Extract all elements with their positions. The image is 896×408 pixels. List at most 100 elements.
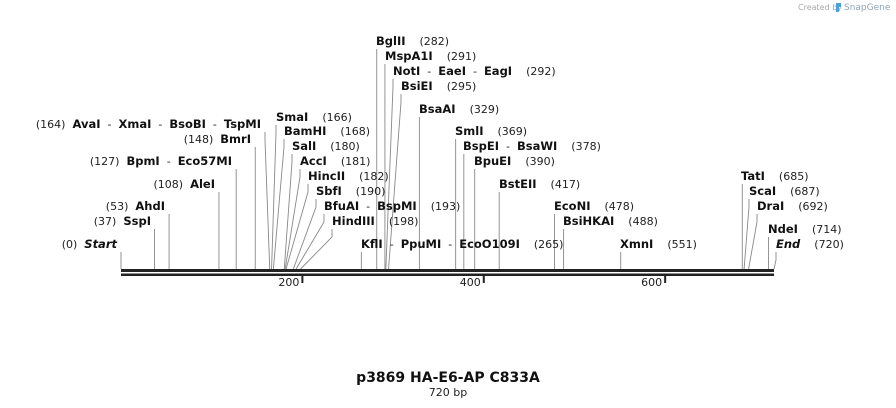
cut-site-label[interactable]: EcoNI (478) — [554, 199, 634, 213]
enzyme-name: MspA1I — [385, 49, 433, 63]
cut-position: (390) — [525, 155, 555, 168]
map-title: p3869 HA-E6-AP C833A — [356, 370, 540, 386]
cut-site-label[interactable]: BpuEI (390) — [474, 154, 555, 168]
separator: - — [101, 118, 119, 131]
cut-site-label[interactable]: (37) SspI — [94, 214, 151, 228]
cut-site-label[interactable]: BamHI (168) — [284, 124, 370, 138]
enzyme-name: PpuMI — [401, 237, 442, 251]
cut-position: (265) — [534, 238, 564, 251]
cut-site-label[interactable]: SmlI (369) — [455, 124, 527, 138]
separator: - — [499, 140, 517, 153]
cut-site-label[interactable]: NotI - EaeI - EagI (292) — [393, 64, 556, 78]
cut-site-label[interactable]: BglII (282) — [376, 34, 449, 48]
enzyme-name: End — [776, 237, 801, 251]
enzyme-name: NotI — [393, 64, 420, 78]
separator — [798, 223, 812, 236]
separator — [614, 215, 628, 228]
cut-site-label[interactable]: KflI - PpuMI - EcoO109I (265) — [361, 237, 563, 251]
cut-site-label[interactable]: DraI (692) — [757, 199, 828, 213]
enzyme-name: AvaI — [72, 117, 100, 131]
enzyme-name: AhdI — [135, 199, 165, 213]
enzyme-name: EcoNI — [554, 199, 590, 213]
cut-position: (292) — [526, 65, 556, 78]
cut-position: (37) — [94, 215, 117, 228]
enzyme-name: HincII — [308, 169, 345, 183]
enzyme-name: BpuEI — [474, 154, 511, 168]
separator: - — [151, 118, 169, 131]
cut-position: (692) — [798, 200, 828, 213]
separator — [327, 155, 341, 168]
snapgene-logo-icon — [836, 3, 841, 12]
cut-site-label[interactable]: SalI (180) — [292, 139, 360, 153]
enzyme-name: SmaI — [276, 110, 308, 124]
cut-site-label[interactable]: BsiEI (295) — [401, 79, 476, 93]
cut-site-line — [385, 79, 394, 270]
cut-site-label[interactable]: (53) AhdI — [106, 199, 165, 213]
cut-site-label[interactable]: SbfI (190) — [316, 184, 385, 198]
enzyme-name: SbfI — [316, 184, 342, 198]
cut-site-label[interactable]: (127) BpmI - Eco57MI — [90, 154, 232, 168]
cut-site-label[interactable]: BstEII (417) — [499, 177, 580, 191]
enzyme-name: BglII — [376, 34, 406, 48]
enzyme-name: EagI — [484, 64, 512, 78]
separator: - — [420, 65, 438, 78]
enzyme-name: SspI — [123, 214, 151, 228]
cut-site-label[interactable]: TatI (685) — [741, 169, 809, 183]
cut-site-label[interactable]: BfuAI - BspMI (193) — [324, 199, 460, 213]
enzyme-name: BsoBI — [169, 117, 206, 131]
separator — [213, 133, 220, 146]
cut-site-lines — [120, 49, 777, 270]
separator — [800, 238, 814, 251]
cut-position: (282) — [420, 35, 450, 48]
cut-position: (551) — [667, 238, 697, 251]
cut-position: (190) — [356, 185, 386, 198]
cut-site-label[interactable]: SmaI (166) — [276, 110, 352, 124]
cut-site-line — [388, 94, 402, 270]
cut-position: (478) — [604, 200, 634, 213]
enzyme-name: TatI — [741, 169, 765, 183]
enzyme-name: SmlI — [455, 124, 484, 138]
separator: - — [441, 238, 459, 251]
cut-site-label[interactable]: End (720) — [776, 237, 844, 251]
ruler-tick — [482, 276, 485, 283]
enzyme-name: SalI — [292, 139, 316, 153]
cut-site-label[interactable]: (148) BmrI — [184, 132, 251, 146]
cut-site-label[interactable]: NdeI (714) — [768, 222, 842, 236]
separator — [484, 125, 498, 138]
cut-site-label[interactable]: BsaAI (329) — [419, 102, 499, 116]
cut-site-label[interactable]: ScaI (687) — [749, 184, 820, 198]
cut-site-line — [743, 199, 750, 270]
cut-site-label[interactable]: BsiHKAI (488) — [563, 214, 658, 228]
cut-site-label[interactable]: HincII (182) — [308, 169, 389, 183]
credit-brand: SnapGene — [844, 3, 891, 13]
separator — [375, 215, 389, 228]
cut-position: (168) — [340, 125, 370, 138]
cut-site-label[interactable]: BspEI - BsaWI (378) — [463, 139, 601, 153]
cut-position: (164) — [36, 118, 66, 131]
cut-position: (53) — [106, 200, 129, 213]
cut-site-label[interactable]: HindIII (198) — [332, 214, 418, 228]
cut-site-label[interactable]: (0) Start — [62, 237, 118, 251]
separator — [776, 185, 790, 198]
cut-site-label[interactable]: (164) AvaI - XmaI - BsoBI - TspMI — [36, 117, 261, 131]
enzyme-name: BsaWI — [517, 139, 557, 153]
separator — [417, 200, 431, 213]
cut-site-label[interactable]: XmnI (551) — [620, 237, 697, 251]
separator — [116, 215, 123, 228]
separator — [308, 111, 322, 124]
enzyme-name: Eco57MI — [178, 154, 232, 168]
enzyme-name: BsiHKAI — [563, 214, 614, 228]
cut-site-label[interactable]: MspA1I (291) — [385, 49, 476, 63]
cut-site-label[interactable]: AccI (181) — [300, 154, 370, 168]
cut-position: (295) — [447, 80, 477, 93]
cut-position: (329) — [470, 103, 500, 116]
separator — [511, 155, 525, 168]
cut-position: (378) — [571, 140, 601, 153]
separator — [537, 178, 551, 191]
cut-site-label[interactable]: (108) AleI — [153, 177, 215, 191]
cut-site-line — [264, 132, 271, 270]
cut-position: (720) — [814, 238, 844, 251]
separator: - — [466, 65, 484, 78]
separator: - — [383, 238, 401, 251]
